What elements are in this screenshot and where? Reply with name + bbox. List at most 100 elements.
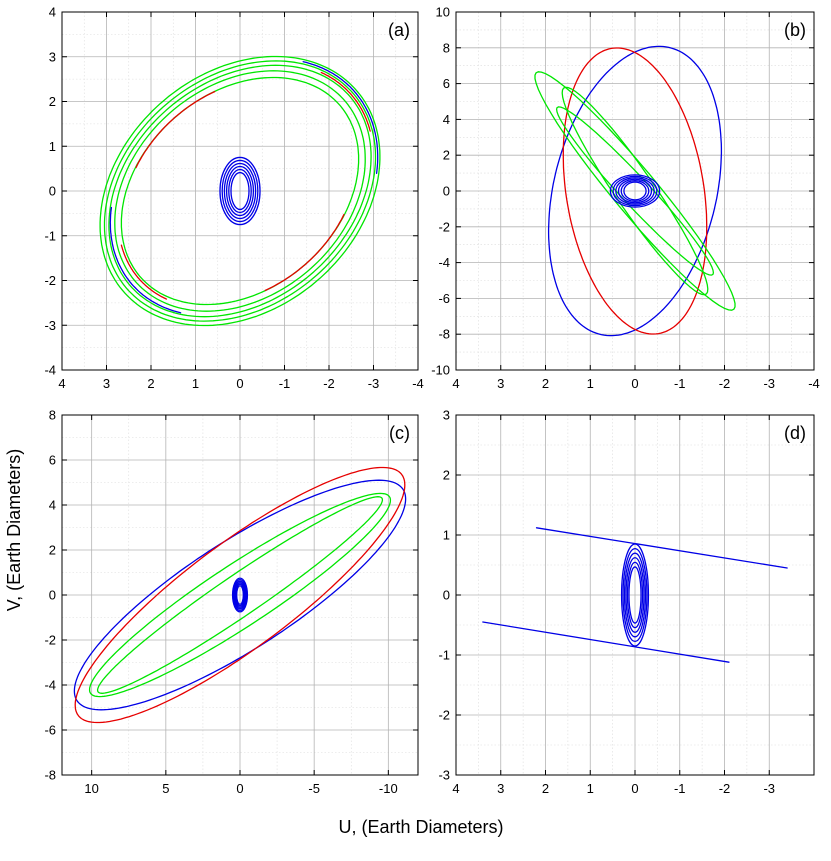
panel-d-center-track-3 bbox=[623, 552, 647, 638]
panel-d-y-tick-label: 3 bbox=[443, 408, 450, 423]
panel-a-arc-4 bbox=[135, 90, 216, 169]
panel-a-plot-area bbox=[99, 55, 381, 327]
panel-a-track-3 bbox=[114, 70, 366, 312]
panel-c-chart: 10 5 0 -5 -10 -8 -6 -4 -2 0 2 4 6 8 (c) bbox=[44, 408, 419, 796]
panel-b-arc-1 bbox=[561, 86, 709, 296]
panel-d-x-tick-label: -1 bbox=[674, 781, 686, 796]
panel-b-y-tick-label: 8 bbox=[443, 40, 450, 55]
panel-c-y-tick-label: -8 bbox=[44, 768, 56, 783]
panel-a-y-tick-label: 2 bbox=[49, 94, 56, 109]
panel-b-y-tick-label: -4 bbox=[438, 255, 450, 270]
panel-b-x-tick-label: -1 bbox=[674, 376, 686, 391]
panel-a-track-2 bbox=[108, 64, 372, 318]
panel-a-arc-3 bbox=[120, 244, 168, 300]
panel-d-plot-area bbox=[482, 527, 788, 663]
panel-b-center-track-0 bbox=[623, 181, 647, 201]
panel-b-y-tick-label: 6 bbox=[443, 76, 450, 91]
panel-d-center-track-4 bbox=[622, 547, 648, 643]
panel-c-plot-area bbox=[73, 466, 407, 724]
panel-a-x-tick-label: 3 bbox=[103, 376, 110, 391]
panel-d-y-tick-label: 0 bbox=[443, 588, 450, 603]
panel-a-arc-2 bbox=[320, 71, 371, 132]
panel-a-chart: 4 3 2 1 0 -1 -2 -3 -4 -4 -3 -2 -1 0 1 2 3 4 (a) bbox=[44, 5, 423, 392]
panel-a-y-tick-label: 4 bbox=[49, 5, 56, 20]
panel-b-x-tick-label: 1 bbox=[587, 376, 594, 391]
panel-a-y-tick-label: -3 bbox=[44, 318, 56, 333]
panel-d-line-0 bbox=[535, 527, 788, 569]
panel-a-y-tick-label: -2 bbox=[44, 273, 56, 288]
panel-c-center-track-4 bbox=[232, 578, 248, 612]
panel-b-arc-2 bbox=[555, 106, 715, 276]
panel-c-y-tick-label: 2 bbox=[49, 543, 56, 558]
panel-a-center-track-2 bbox=[225, 165, 255, 217]
panel-a-x-tick-label: 2 bbox=[147, 376, 154, 391]
panel-c-center-track-0 bbox=[236, 585, 244, 605]
panel-c-y-tick-label: -6 bbox=[44, 723, 56, 738]
panel-d-y-tick-label: -1 bbox=[438, 648, 450, 663]
panel-a-x-tick-label: 0 bbox=[236, 376, 243, 391]
panel-a-x-tick-label: -4 bbox=[412, 376, 424, 391]
panel-c-y-tick-label: 6 bbox=[49, 453, 56, 468]
panel-a-center-track-0 bbox=[230, 171, 250, 211]
panel-b-center-track-5 bbox=[609, 174, 661, 208]
panel-a-y-tick-label: -1 bbox=[44, 228, 56, 243]
panel-b-y-tick-label: -6 bbox=[438, 291, 450, 306]
panel-d-x-tick-label: -3 bbox=[763, 781, 775, 796]
panel-b-x-tick-label: 2 bbox=[542, 376, 549, 391]
panel-b-center-track-1 bbox=[620, 180, 650, 202]
panel-d-x-tick-label: 4 bbox=[452, 781, 459, 796]
panel-b-center-track-3 bbox=[615, 177, 655, 205]
panel-d-y-tick-label: 2 bbox=[443, 468, 450, 483]
panel-a-center-track-1 bbox=[228, 168, 252, 214]
panel-c-x-tick-label: 5 bbox=[162, 781, 169, 796]
panel-a-arc-1 bbox=[109, 206, 182, 314]
panel-d-center-track-1 bbox=[626, 561, 644, 629]
panel-c-x-tick-label: -5 bbox=[308, 781, 320, 796]
panel-a-y-tick-label: -4 bbox=[44, 363, 56, 378]
panel-b-y-tick-label: -2 bbox=[438, 219, 450, 234]
panel-b-y-tick-label: -10 bbox=[431, 363, 450, 378]
panel-d-x-tick-label: 2 bbox=[542, 781, 549, 796]
panel-a-label: (a) bbox=[388, 20, 410, 40]
panel-d-line-1 bbox=[482, 621, 730, 663]
panel-a-center-track-5 bbox=[219, 156, 261, 226]
panel-b-center-track-4 bbox=[612, 175, 658, 207]
panel-b-x-tick-label: 4 bbox=[452, 376, 459, 391]
panel-d-center-track-0 bbox=[628, 566, 642, 624]
x-axis-title: U, (Earth Diameters) bbox=[338, 817, 503, 837]
panel-b-track-1 bbox=[562, 47, 708, 335]
panel-d-chart: 4 3 2 1 0 -1 -2 -3 -3 -2 -1 0 1 2 3 (d) bbox=[438, 408, 815, 796]
panel-b-x-tick-label: 3 bbox=[497, 376, 504, 391]
panel-b-x-tick-label: -3 bbox=[763, 376, 775, 391]
panel-c-center-track-2 bbox=[234, 582, 246, 608]
panel-d-center-track-5 bbox=[620, 543, 650, 647]
panel-a-track-1 bbox=[103, 60, 377, 322]
panel-a-x-tick-label: -3 bbox=[368, 376, 380, 391]
panel-d-x-tick-label: 3 bbox=[497, 781, 504, 796]
panel-a-x-tick-label: 4 bbox=[58, 376, 65, 391]
panel-d-center-track-2 bbox=[625, 557, 645, 633]
panel-c-center-track-1 bbox=[235, 583, 245, 607]
panel-a-arc-0 bbox=[302, 61, 379, 175]
panel-b-x-tick-label: -4 bbox=[808, 376, 820, 391]
panel-b-label: (b) bbox=[784, 20, 806, 40]
panel-c-y-tick-label: -2 bbox=[44, 633, 56, 648]
panel-c-track-2 bbox=[88, 492, 392, 698]
panel-a-track-4 bbox=[120, 76, 360, 306]
panel-c-center-track-5 bbox=[231, 577, 249, 613]
panel-b-center-track-2 bbox=[617, 178, 653, 204]
panel-c-track-1 bbox=[74, 466, 406, 724]
panel-c-track-0 bbox=[73, 479, 407, 711]
panel-c-y-tick-label: 4 bbox=[49, 498, 56, 513]
panel-c-center-track-3 bbox=[233, 580, 247, 610]
panel-d-y-tick-label: -2 bbox=[438, 708, 450, 723]
panel-c-y-tick-label: 8 bbox=[49, 408, 56, 423]
panel-a-center-track-3 bbox=[223, 162, 257, 220]
panel-a-center-track-4 bbox=[221, 159, 259, 223]
panel-d-y-tick-label: 1 bbox=[443, 528, 450, 543]
panel-b-y-tick-label: 0 bbox=[443, 184, 450, 199]
panel-c-track-3 bbox=[96, 496, 384, 694]
panel-c-label: (c) bbox=[389, 423, 410, 443]
panel-c-x-tick-label: -10 bbox=[379, 781, 398, 796]
